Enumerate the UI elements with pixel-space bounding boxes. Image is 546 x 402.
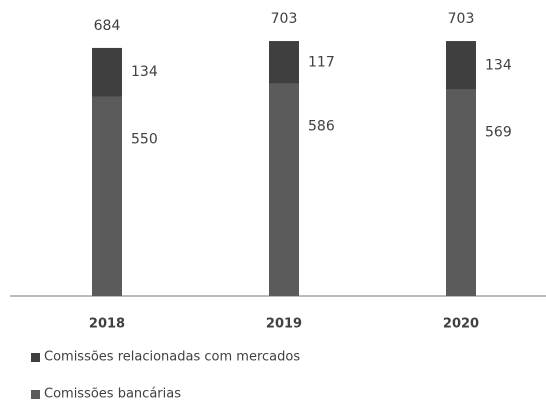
total-label: 684: [94, 18, 121, 34]
data-label: 586: [308, 118, 335, 134]
bar-segment: [446, 89, 476, 296]
bar-segment: [92, 96, 122, 297]
legend-swatch: [31, 353, 40, 362]
bar-segment: [269, 41, 299, 84]
total-label: 703: [448, 11, 475, 27]
data-label: 550: [131, 132, 158, 148]
total-label: 703: [271, 11, 298, 27]
data-label: 134: [131, 64, 158, 80]
data-label: 569: [485, 125, 512, 141]
data-label: 117: [308, 54, 335, 70]
legend-label: Comissões bancárias: [44, 387, 181, 402]
bar-segment: [269, 83, 299, 297]
x-tick-label: 2020: [443, 317, 479, 332]
bar-segment: [92, 47, 122, 97]
x-tick-label: 2019: [266, 317, 302, 332]
x-tick-label: 2018: [89, 317, 125, 332]
legend-label: Comissões relacionadas com mercados: [44, 350, 300, 365]
legend-swatch: [31, 390, 40, 399]
data-label: 134: [485, 57, 512, 73]
bar-segment: [446, 41, 476, 90]
